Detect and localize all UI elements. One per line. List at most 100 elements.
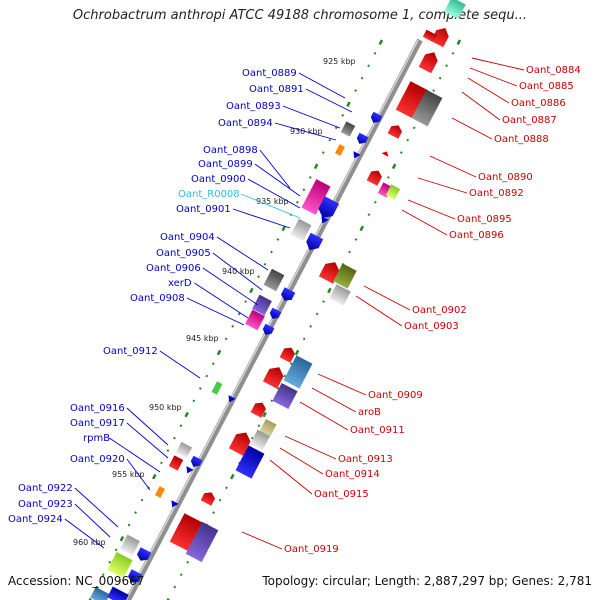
track-dot xyxy=(166,449,170,452)
gene-feature[interactable] xyxy=(155,486,165,498)
gene-feature[interactable] xyxy=(430,25,452,48)
forward-gene-label[interactable]: Oant_0886 xyxy=(511,98,566,109)
gene-feature[interactable] xyxy=(200,490,217,506)
gene-feature[interactable] xyxy=(316,196,340,221)
gene-feature[interactable] xyxy=(90,586,110,600)
gene-feature[interactable] xyxy=(107,551,133,579)
gene-feature[interactable] xyxy=(250,429,270,451)
gene-feature[interactable] xyxy=(279,345,297,363)
gene-feature[interactable] xyxy=(411,89,443,127)
gene-feature[interactable] xyxy=(355,132,369,146)
forward-gene-label[interactable]: Oant_0919 xyxy=(284,544,339,555)
reverse-gene-label[interactable]: Oant_0920 xyxy=(70,454,125,465)
gene-feature[interactable] xyxy=(228,429,253,456)
forward-gene-label[interactable]: Oant_0909 xyxy=(368,390,423,401)
gene-feature[interactable] xyxy=(135,547,152,563)
gene-feature[interactable] xyxy=(418,49,441,74)
gene-feature[interactable] xyxy=(185,521,219,563)
gene-feature[interactable] xyxy=(318,259,342,284)
reverse-gene-label[interactable]: Oant_0905 xyxy=(156,248,211,259)
gene-feature[interactable] xyxy=(189,455,203,469)
gene-feature[interactable] xyxy=(259,419,277,437)
gene-feature[interactable] xyxy=(169,513,203,551)
reverse-gene-label[interactable]: Oant_0912 xyxy=(103,346,158,357)
reverse-gene-label[interactable]: Oant_0899 xyxy=(198,159,253,170)
forward-gene-label[interactable]: Oant_0902 xyxy=(412,305,467,316)
gene-feature[interactable] xyxy=(263,268,285,292)
gene-feature[interactable] xyxy=(169,500,179,509)
chromosome-backbone xyxy=(125,38,423,600)
gene-feature[interactable] xyxy=(319,216,329,225)
gene-feature[interactable] xyxy=(369,111,383,125)
gene-feature[interactable] xyxy=(351,151,361,160)
gene-feature[interactable] xyxy=(340,121,356,137)
gene-feature[interactable] xyxy=(235,445,265,479)
gene-feature[interactable] xyxy=(335,144,345,156)
reverse-gene-label[interactable]: Oant_0894 xyxy=(218,118,273,129)
reverse-gene-label[interactable]: Oant_0901 xyxy=(176,204,231,215)
reverse-gene-label[interactable]: Oant_0891 xyxy=(249,84,304,95)
reverse-gene-label[interactable]: xerD xyxy=(168,278,192,289)
gene-feature[interactable] xyxy=(175,441,193,459)
gene-feature[interactable] xyxy=(245,309,265,331)
reverse-gene-label[interactable]: Oant_0924 xyxy=(8,514,63,525)
gene-feature[interactable] xyxy=(184,466,194,475)
forward-gene-label[interactable]: Oant_0914 xyxy=(325,469,380,480)
track-dot xyxy=(270,399,274,403)
gene-feature[interactable] xyxy=(262,364,286,389)
gene-feature[interactable] xyxy=(290,218,312,242)
gene-feature[interactable] xyxy=(126,569,143,585)
forward-gene-label[interactable]: Oant_0888 xyxy=(494,134,549,145)
gene-feature[interactable] xyxy=(301,179,331,215)
forward-gene-label[interactable]: Oant_0911 xyxy=(350,425,405,436)
gene-feature[interactable] xyxy=(395,81,429,119)
gene-feature[interactable] xyxy=(211,381,223,395)
reverse-gene-label[interactable]: Oant_0917 xyxy=(70,418,125,429)
gene-feature[interactable] xyxy=(385,184,401,200)
reverse-gene-label[interactable]: Oant_0923 xyxy=(18,499,73,510)
forward-gene-label[interactable]: Oant_0892 xyxy=(469,188,524,199)
forward-gene-label[interactable]: Oant_0915 xyxy=(314,489,369,500)
gene-feature[interactable] xyxy=(107,586,129,600)
reverse-gene-label[interactable]: Oant_R0008 xyxy=(178,189,240,200)
gene-feature[interactable] xyxy=(226,395,236,404)
gene-feature[interactable] xyxy=(329,284,351,306)
reverse-gene-label[interactable]: Oant_0916 xyxy=(70,403,125,414)
gene-feature[interactable] xyxy=(283,355,313,389)
reverse-gene-label[interactable]: Oant_0889 xyxy=(242,68,297,79)
forward-gene-label[interactable]: Oant_0884 xyxy=(526,65,581,76)
gene-feature[interactable] xyxy=(261,323,275,337)
forward-gene-label[interactable]: Oant_0913 xyxy=(338,454,393,465)
reverse-gene-label[interactable]: Oant_0900 xyxy=(191,174,246,185)
gene-feature[interactable] xyxy=(381,150,390,157)
gene-feature[interactable] xyxy=(422,29,438,43)
gene-feature[interactable] xyxy=(303,232,324,254)
gene-feature[interactable] xyxy=(268,307,282,321)
reverse-gene-label[interactable]: Oant_0906 xyxy=(146,263,201,274)
forward-gene-label[interactable]: Oant_0903 xyxy=(404,321,459,332)
kbp-tick-label: 940 kbp xyxy=(222,267,255,276)
reverse-gene-label[interactable]: rpmB xyxy=(83,433,110,444)
gene-feature[interactable] xyxy=(168,455,184,471)
gene-feature[interactable] xyxy=(120,534,140,556)
gene-feature[interactable] xyxy=(333,263,357,289)
reverse-gene-label[interactable]: Oant_0904 xyxy=(160,232,215,243)
forward-gene-label[interactable]: Oant_0890 xyxy=(478,172,533,183)
forward-gene-label[interactable]: Oant_0885 xyxy=(519,81,574,92)
gene-feature[interactable] xyxy=(366,168,384,186)
gene-feature[interactable] xyxy=(272,382,298,410)
gene-feature[interactable] xyxy=(252,294,272,316)
forward-gene-label[interactable]: aroB xyxy=(358,407,381,418)
gene-feature[interactable] xyxy=(279,287,296,303)
gene-feature[interactable] xyxy=(250,400,268,418)
forward-gene-label[interactable]: Oant_0887 xyxy=(502,115,557,126)
gene-feature[interactable] xyxy=(387,123,404,139)
reverse-gene-label[interactable]: Oant_0898 xyxy=(203,145,258,156)
reverse-gene-label[interactable]: Oant_0893 xyxy=(226,101,281,112)
forward-gene-label[interactable]: Oant_0896 xyxy=(449,230,504,241)
reverse-gene-label[interactable]: Oant_0908 xyxy=(130,293,185,304)
gene-feature[interactable] xyxy=(444,0,466,19)
forward-gene-label[interactable]: Oant_0895 xyxy=(457,214,512,225)
reverse-gene-label[interactable]: Oant_0922 xyxy=(18,483,73,494)
label-leader-line xyxy=(317,373,367,396)
